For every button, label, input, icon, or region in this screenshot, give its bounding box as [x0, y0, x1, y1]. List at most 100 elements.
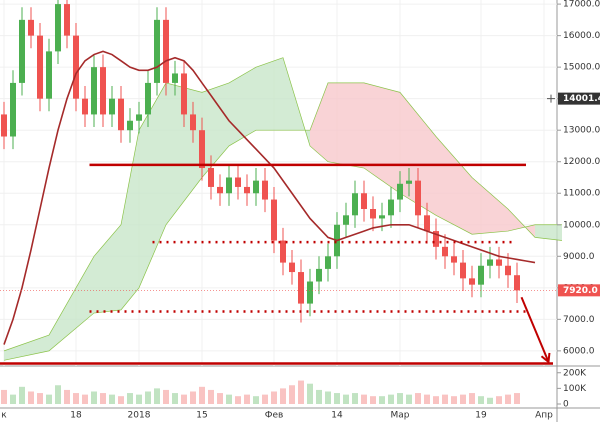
volume-bar	[370, 396, 376, 404]
candle-body	[514, 275, 520, 291]
volume-bar	[514, 393, 520, 404]
candle-body	[199, 130, 205, 169]
y-tick-label: 15000.0	[563, 63, 600, 73]
cloud-segment	[436, 136, 472, 235]
candle-body	[280, 240, 286, 263]
volume-bar	[262, 394, 268, 404]
volume-bar	[10, 394, 16, 404]
x-tick-label: Апр	[535, 411, 553, 421]
candle-body	[208, 168, 214, 187]
candle-body	[244, 186, 250, 194]
candle-body	[163, 19, 169, 83]
plot-area	[0, 0, 563, 366]
volume-bar	[136, 394, 142, 404]
volume-bar	[433, 396, 439, 404]
candle-body	[1, 114, 7, 137]
candle-body	[55, 4, 61, 52]
cloud-segment	[535, 224, 562, 241]
y-tick-label: 17000.0	[563, 0, 600, 10]
volume-bar	[46, 394, 52, 404]
cloud-edge	[3, 57, 562, 352]
arrow-shaft	[520, 296, 550, 363]
candle-body	[127, 120, 133, 131]
y-tick-label: 10000.0	[563, 220, 600, 230]
candle-body	[415, 180, 421, 216]
volume-bar	[127, 393, 133, 404]
volume-bar	[478, 396, 484, 404]
x-tick-label: Мар	[391, 411, 410, 421]
cloud-segment	[94, 224, 121, 314]
volume-bar	[487, 397, 493, 404]
candle-body	[316, 268, 322, 282]
candle-body	[226, 177, 232, 194]
candle-body	[28, 19, 34, 36]
cloud-segment	[139, 82, 166, 288]
candle-body	[505, 265, 511, 276]
candle-body	[253, 180, 259, 194]
cloud-segment	[49, 256, 94, 351]
x-tick-label: 2018	[128, 411, 151, 421]
volume-bar	[253, 396, 259, 404]
candle-body	[100, 67, 106, 115]
price-marker-box	[558, 92, 600, 105]
volume-bar	[415, 393, 421, 404]
candle-body	[370, 209, 376, 219]
volume-bar	[181, 394, 187, 404]
candle-body	[19, 19, 25, 83]
y-tick-label: 9000.0	[563, 252, 595, 262]
candle-body	[352, 193, 358, 216]
volume-bar	[496, 396, 502, 404]
volume-bar	[451, 396, 457, 404]
cloud-segment	[121, 130, 139, 310]
volume-bar	[37, 393, 43, 404]
volume-tick-label: 100K	[563, 384, 587, 394]
candle-body	[325, 256, 331, 269]
candle-body	[460, 262, 466, 279]
price-marker-box	[558, 284, 600, 297]
volume-bar	[343, 394, 349, 404]
candle-body	[118, 98, 124, 131]
price-marker-label: 7920.0	[563, 286, 598, 296]
volume-bar	[298, 380, 304, 404]
y-tick-label: 16000.0	[563, 31, 600, 41]
candle-body	[262, 180, 268, 200]
arrow-head	[540, 352, 551, 364]
moving-average	[3, 50, 536, 345]
candle-body	[469, 278, 475, 285]
candle-body	[343, 215, 349, 225]
candle-body	[145, 82, 151, 115]
candle-body	[82, 98, 88, 115]
volume-bar	[109, 394, 115, 404]
cloud-segment	[4, 335, 49, 361]
volume-bar	[154, 388, 160, 404]
x-tick-label: 19	[475, 411, 487, 421]
candle-body	[172, 73, 178, 83]
volume-bar	[388, 394, 394, 404]
y-tick-label: 12000.0	[563, 157, 600, 167]
volume-bar	[244, 394, 250, 404]
x-tick-label: 14	[331, 411, 343, 421]
candle-body	[73, 35, 79, 99]
candle-body	[496, 259, 502, 266]
volume-bar	[217, 393, 223, 404]
cloud-segment	[229, 67, 256, 146]
volume-bar	[325, 391, 331, 404]
volume-bar	[172, 393, 178, 404]
volume-bar	[469, 393, 475, 404]
crosshair-plus	[547, 94, 555, 103]
volume-bar	[289, 385, 295, 404]
y-tick-label: 13000.0	[563, 126, 600, 136]
volume-bar	[91, 391, 97, 404]
candle-body	[406, 180, 412, 184]
candle-body	[379, 215, 385, 219]
candle-body	[64, 4, 70, 36]
candle-body	[46, 51, 52, 99]
volume-bar	[334, 393, 340, 404]
volume-bar	[460, 394, 466, 404]
volume-bar	[361, 394, 367, 404]
cloud-segment	[256, 57, 283, 131]
cloud-segment	[310, 82, 328, 162]
candle-body	[424, 215, 430, 232]
volume-bar	[118, 396, 124, 404]
y-tick-label: 11000.0	[563, 189, 600, 199]
